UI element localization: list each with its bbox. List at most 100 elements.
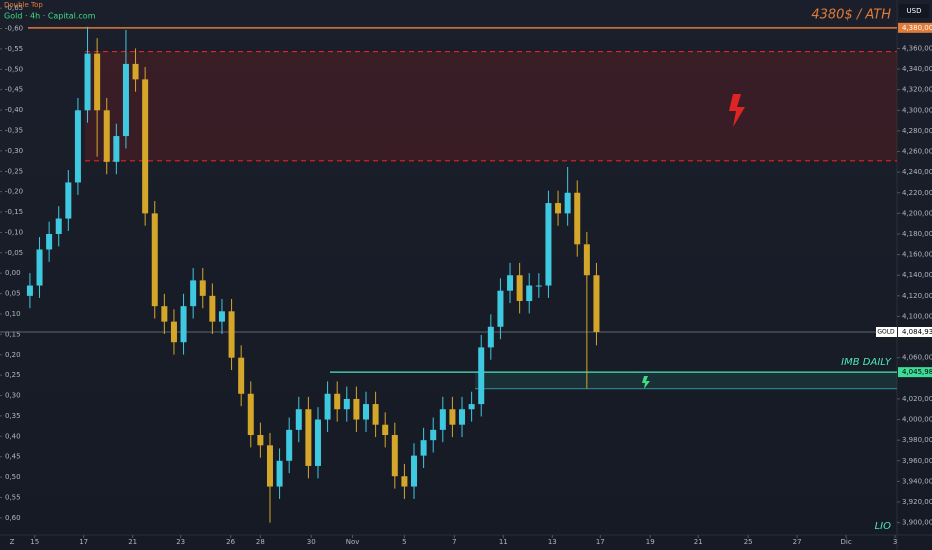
candle-body (449, 409, 456, 425)
candle-body (151, 213, 158, 307)
y-tick-label: 3,920,00 (902, 498, 932, 506)
candle-body (372, 404, 379, 425)
candle-body (574, 192, 581, 245)
y-tick-label: 4,000,00 (902, 416, 932, 424)
x-tick-label: 3 (893, 538, 897, 546)
candle-body (113, 136, 120, 162)
bullish-icon (642, 376, 650, 389)
x-tick-label: 23 (176, 538, 185, 546)
candle-body (65, 182, 72, 219)
y-tick-label: 4,160,00 (902, 251, 932, 259)
y2-tick-label: -0,20 (5, 188, 23, 196)
candle-body (487, 326, 494, 348)
x-tick-label: 28 (256, 538, 265, 546)
candle-body (516, 275, 523, 302)
x-tick-label: 30 (307, 538, 316, 546)
y2-tick-label: 0,10 (5, 310, 21, 318)
chart-title: Gold · 4h · Capital.com (4, 12, 96, 21)
x-tick-label: 11 (499, 538, 508, 546)
y2-tick-label: -0,05 (5, 249, 23, 257)
y2-tick-label: -0,55 (5, 45, 23, 53)
candle-body (180, 306, 187, 343)
currency: USD (907, 7, 922, 15)
y-tick-label: 4,320,00 (902, 86, 932, 94)
candle-body (583, 244, 590, 276)
candle-body (391, 435, 398, 477)
y-tick-label: 4,180,00 (902, 230, 932, 238)
y2-tick-label: -0,50 (5, 65, 23, 73)
candle-body (132, 63, 139, 80)
x-tick-label: Nov (346, 538, 360, 546)
y2-tick-label: -0,15 (5, 208, 23, 216)
candle-body (266, 445, 273, 487)
candle-body (459, 409, 466, 425)
candle-body (209, 295, 216, 322)
y2-tick-label: -0,65 (5, 4, 23, 12)
candle-body (94, 53, 101, 111)
y-tick-label: 4,300,00 (902, 106, 932, 114)
y-tick-label: 4,340,00 (902, 65, 932, 73)
x-tick-label: 21 (128, 538, 137, 546)
candle-body (26, 285, 33, 296)
imb-price-box (898, 367, 932, 378)
candle-body (362, 404, 369, 420)
y-tick-label: 4,360,00 (902, 44, 932, 52)
candle-body (314, 419, 321, 466)
candle-body (353, 398, 360, 420)
corner-label: Z (10, 538, 15, 546)
candle-body (593, 275, 600, 332)
y2-tick-label: 0,50 (5, 473, 21, 481)
y-tick-label: 4,260,00 (902, 148, 932, 156)
y-tick-label: 4,020,00 (902, 395, 932, 403)
x-tick-label: 15 (30, 538, 39, 546)
x-tick-label: 17 (596, 538, 605, 546)
candle-body (218, 311, 225, 322)
y-tick-label: 3,940,00 (902, 477, 932, 485)
x-tick-label: 21 (694, 538, 703, 546)
x-tick-label: 13 (548, 538, 557, 546)
candle-body (478, 347, 485, 405)
candle-body (161, 306, 168, 322)
candle-body (545, 203, 552, 286)
last-price: 4,084,93 (902, 328, 932, 336)
x-tick-label: 5 (402, 538, 406, 546)
candle-body (142, 79, 149, 214)
candle-body (439, 409, 446, 430)
candle-body (257, 435, 264, 446)
y-tick-label: 4,280,00 (902, 127, 932, 135)
y2-tick-label: 0,40 (5, 432, 21, 440)
candle-body (199, 280, 206, 296)
candle-body (411, 455, 418, 487)
ath-price: 4,380,00 (902, 24, 932, 32)
candle-body (170, 321, 177, 343)
y-tick-label: 4,120,00 (902, 292, 932, 300)
x-tick-label: Dic (841, 538, 852, 546)
candle-body (343, 398, 350, 410)
y-tick-label: 3,900,00 (902, 519, 932, 527)
candle-body (46, 233, 53, 250)
y2-tick-label: 0,35 (5, 412, 21, 420)
ath-label: 4380$ / ATH (811, 8, 891, 23)
plot: 3,900,00 3,920,00 3,940,00 3,960,00 3,980,00… (0, 4, 932, 546)
imb-label: IMB DAILY (841, 357, 892, 368)
bearish-icon (729, 94, 745, 127)
y2-tick-label: 0,15 (5, 330, 21, 338)
candle-body (526, 285, 533, 302)
candle-body (555, 203, 562, 214)
y2-tick-label: -0,45 (5, 86, 23, 94)
candle-body (382, 424, 389, 436)
ath-price-box (898, 22, 932, 33)
candle-body (238, 357, 245, 394)
candle-body (430, 429, 437, 441)
candle-body (247, 393, 254, 436)
y-tick-label: 4,220,00 (902, 189, 932, 197)
y2-tick-label: -0,60 (5, 25, 23, 33)
x-tick-label: 26 (226, 538, 235, 546)
y2-tick-label: 0,00 (5, 269, 21, 277)
x-tick-label: 27 (793, 538, 802, 546)
y-tick-label: 4,200,00 (902, 209, 932, 217)
y-tick-label: 4,060,00 (902, 354, 932, 362)
candle-body (535, 285, 542, 287)
candle-body (401, 476, 408, 487)
